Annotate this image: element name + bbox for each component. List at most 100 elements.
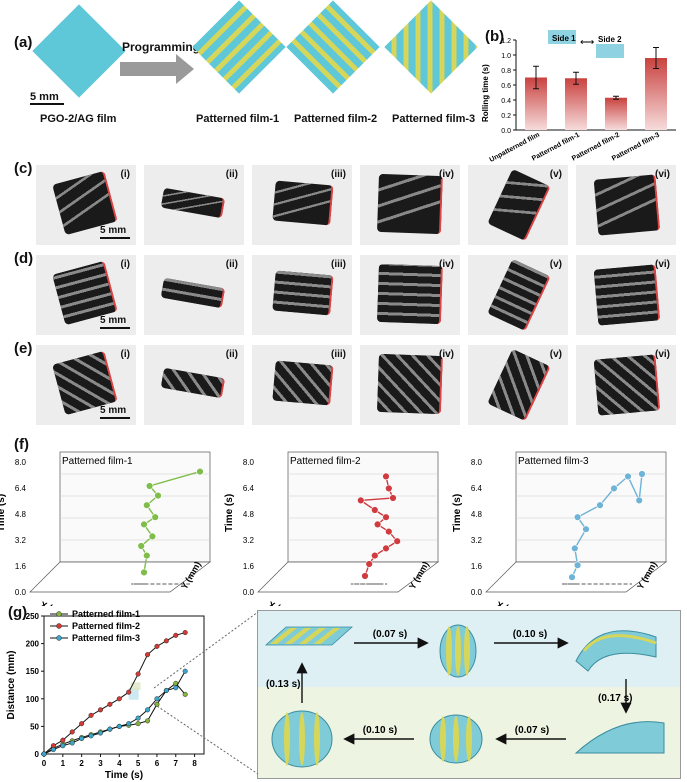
photo-panel_d-1: (i)	[36, 255, 136, 335]
x-tick-label: 0	[42, 759, 47, 768]
trajectory-title: Patterned film-2	[290, 456, 361, 467]
series-point	[41, 751, 47, 757]
z-tick-label: 0.0	[471, 588, 483, 597]
film-label-3: Patterned film-3	[392, 113, 476, 125]
y-tick-label: 200	[26, 640, 40, 649]
trajectory-point	[382, 472, 390, 481]
photo-panel_c-3: (iii)	[252, 165, 352, 245]
distance-chart: 0 1 2 3 4 5 6 7 8 0 50 100 150 200 250 Time (s) Distance…	[6, 609, 205, 780]
y-tick-label: 250	[26, 612, 40, 621]
series-point	[79, 721, 85, 727]
trajectory-point	[385, 484, 393, 493]
y-tick-label: 50	[30, 722, 39, 731]
trajectory-point	[382, 544, 390, 553]
trajectory-title: Patterned film-3	[518, 456, 589, 467]
series-point	[145, 718, 151, 724]
series-point	[116, 696, 122, 702]
trajectory-point	[196, 467, 204, 476]
plot-box	[59, 451, 211, 563]
film-sheet	[160, 277, 226, 309]
photo-index-label: (ii)	[225, 169, 238, 180]
z-tick-label: 0.0	[243, 588, 255, 597]
legend-marker	[56, 611, 62, 617]
film-sheet	[593, 174, 661, 236]
photo-index-label: (iv)	[439, 349, 454, 360]
film-sheet	[487, 258, 551, 332]
x-tick-label: 5	[136, 759, 141, 768]
z-axis-label: Time (s)	[452, 494, 463, 532]
z-tick-label: 4.8	[471, 510, 483, 519]
series-point	[135, 715, 141, 721]
photo-index-label: (vi)	[655, 349, 670, 360]
bar-ytick-label: 0.2	[501, 113, 511, 120]
x-tick-label: 2	[79, 759, 84, 768]
roll-stripe	[314, 712, 320, 766]
series-point	[97, 707, 103, 713]
step-time-label: (0.17 s)	[598, 693, 632, 704]
sequence-stage-6	[271, 710, 333, 768]
trajectory-point	[568, 573, 576, 581]
series-point	[173, 632, 179, 638]
photo-index-label: (i)	[120, 259, 130, 270]
scale-bar	[30, 103, 64, 105]
y-tick-label: 100	[26, 695, 40, 704]
series-point	[182, 630, 188, 636]
photo-panel_e-1: (i)	[36, 345, 136, 425]
bar-ytick-label: 0.0	[501, 128, 511, 135]
side1-swatch	[548, 30, 576, 44]
film-stripe	[284, 628, 312, 644]
side2-label: Side 2	[598, 35, 622, 44]
trajectory-point	[357, 496, 365, 505]
z-tick-label: 4.8	[243, 510, 255, 519]
roll-stripe	[446, 626, 452, 676]
series-point	[88, 712, 94, 718]
photo-panel_c-1: (i)	[36, 165, 136, 245]
x-axis-label: X (mm)	[267, 599, 299, 606]
z-tick-label: 6.4	[471, 484, 483, 493]
bar-ytick-label: 0.6	[501, 83, 511, 90]
trajectory-point	[382, 513, 390, 521]
sequence-stage-1	[264, 626, 354, 646]
patterned-film-1-tile	[192, 0, 286, 94]
arrow-head-icon	[176, 54, 194, 84]
panel-c-label: (c)	[14, 160, 33, 177]
roll-stripe	[284, 712, 290, 766]
film-sheet	[377, 263, 443, 325]
series-point	[116, 723, 122, 729]
side2-swatch	[596, 44, 624, 58]
roll-stripe	[299, 712, 305, 766]
trajectory-point	[145, 482, 154, 490]
series-point	[163, 688, 169, 694]
trajectory-title: Patterned film-1	[62, 456, 133, 467]
unpatterned-film-tile	[32, 4, 126, 98]
series-point	[154, 643, 160, 649]
photo-scale-label: 5 mm	[100, 315, 127, 326]
z-tick-label: 4.8	[15, 510, 27, 519]
z-tick-label: 1.6	[243, 562, 255, 571]
y-tick-label: 150	[26, 667, 40, 676]
film-sheet	[272, 270, 334, 316]
photo-index-label: (ii)	[225, 349, 238, 360]
y-tick-label: 0	[35, 750, 40, 759]
photo-panel_e-5: (v)	[468, 345, 568, 425]
series-point	[88, 733, 94, 739]
photo-scale-bar	[100, 327, 130, 329]
photo-panel_e-4: (iv)	[360, 345, 460, 425]
series-point	[135, 721, 141, 727]
film-sheet	[377, 353, 443, 415]
legend-marker	[56, 635, 62, 641]
photo-index-label: (ii)	[225, 259, 238, 270]
photo-index-label: (i)	[120, 349, 130, 360]
step-time-label: (0.10 s)	[363, 725, 397, 736]
bar-2	[565, 78, 587, 130]
series-point	[126, 689, 132, 695]
trajectory-point	[137, 542, 145, 550]
z-tick-label: 8.0	[243, 458, 255, 467]
z-tick-label: 3.2	[471, 536, 483, 545]
step-time-label: (0.07 s)	[515, 725, 549, 736]
zoom-lines	[153, 611, 259, 775]
z-axis-label: Time (s)	[0, 494, 7, 532]
z-tick-label: 0.0	[15, 588, 27, 597]
